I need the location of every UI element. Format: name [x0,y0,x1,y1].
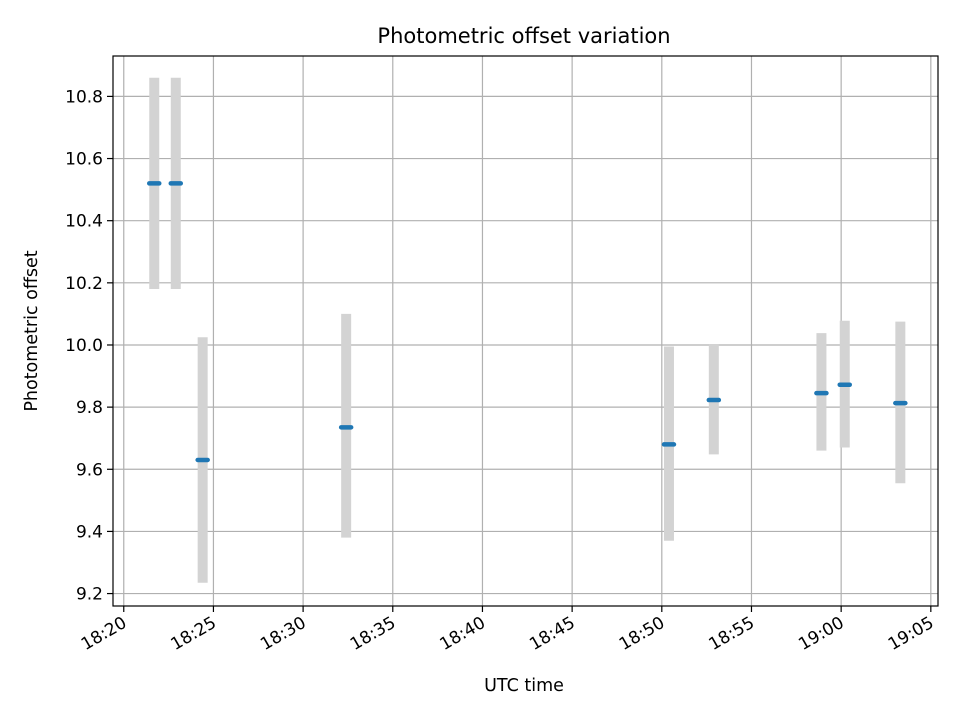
y-tick-label: 9.2 [76,585,103,605]
plot-area-frame [112,55,939,607]
y-tick-label: 9.4 [76,522,103,542]
y-tick-label: 9.8 [76,398,103,418]
y-tick-label: 10.4 [65,212,103,232]
grid [113,56,938,606]
data-points [147,181,908,463]
chart-title: Photometric offset variation [377,24,670,48]
x-axis-label: UTC time [484,676,564,696]
y-tick-label: 10.8 [65,87,103,107]
y-tick-label: 10.0 [65,336,103,356]
y-tick-label: 10.2 [65,274,103,294]
y-tick-label: 10.6 [65,150,103,170]
y-tick-label: 9.6 [76,460,103,480]
y-axis-label: Photometric offset [22,250,42,411]
